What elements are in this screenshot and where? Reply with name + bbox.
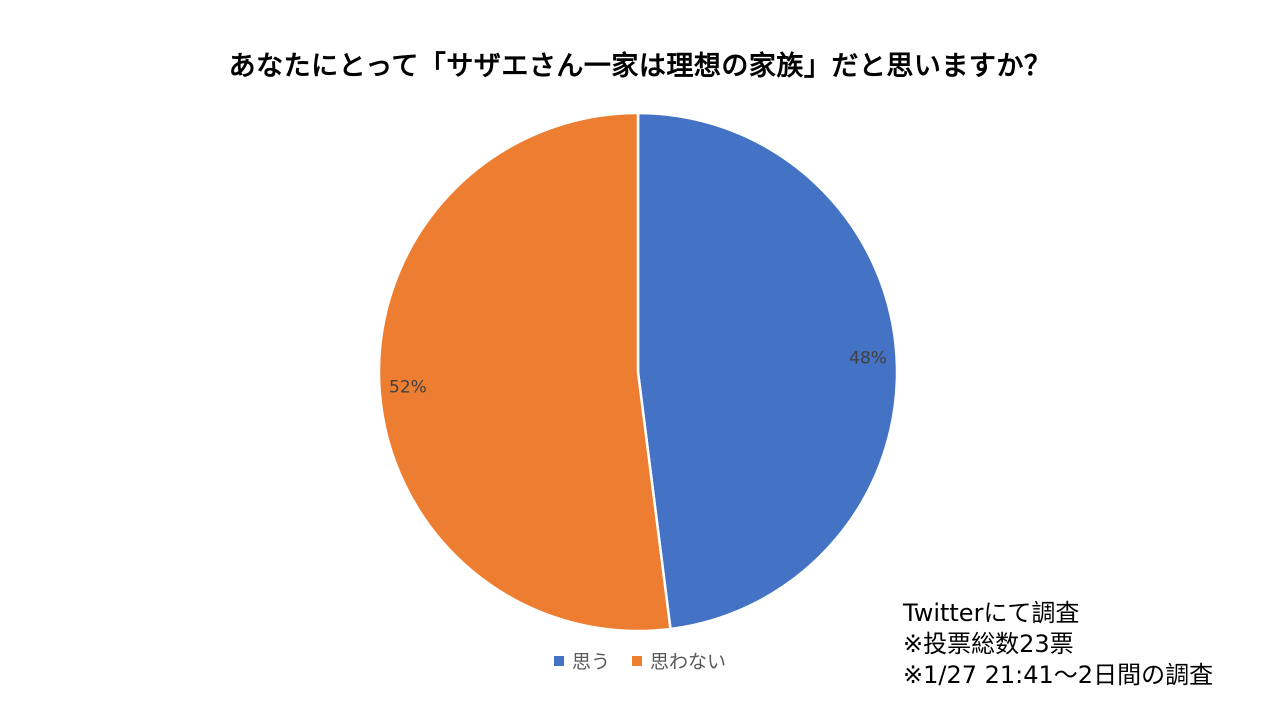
legend-item-omou: 思う xyxy=(553,647,610,674)
data-label-omowanai: 52% xyxy=(389,377,427,397)
legend-swatch-omowanai xyxy=(632,655,642,666)
legend-label-omowanai: 思わない xyxy=(650,651,727,673)
pie-slice-omou xyxy=(636,111,899,631)
note-period: ※1/27 21:41～2日間の調査 xyxy=(903,661,1214,689)
note-source: Twitterにて調査 xyxy=(903,599,1080,627)
data-label-omou: 48% xyxy=(849,349,887,369)
pie-slice-omowanai xyxy=(377,111,672,633)
pie-slices xyxy=(377,111,899,633)
chart-title: あなたにとって「サザエさん一家は理想の家族」だと思いますか？ xyxy=(228,51,1052,82)
pie-data-labels: 48% 52% xyxy=(389,349,887,398)
legend-swatch-omou xyxy=(553,655,564,666)
survey-notes: Twitterにて調査 ※投票総数23票 ※1/27 21:41～2日間の調査 xyxy=(903,598,1213,691)
legend-label-omou: 思う xyxy=(571,651,610,673)
legend-item-omowanai: 思わない xyxy=(632,647,726,674)
legend: 思う 思わない xyxy=(0,647,1280,674)
note-vote-total: ※投票総数23票 xyxy=(903,630,1074,658)
